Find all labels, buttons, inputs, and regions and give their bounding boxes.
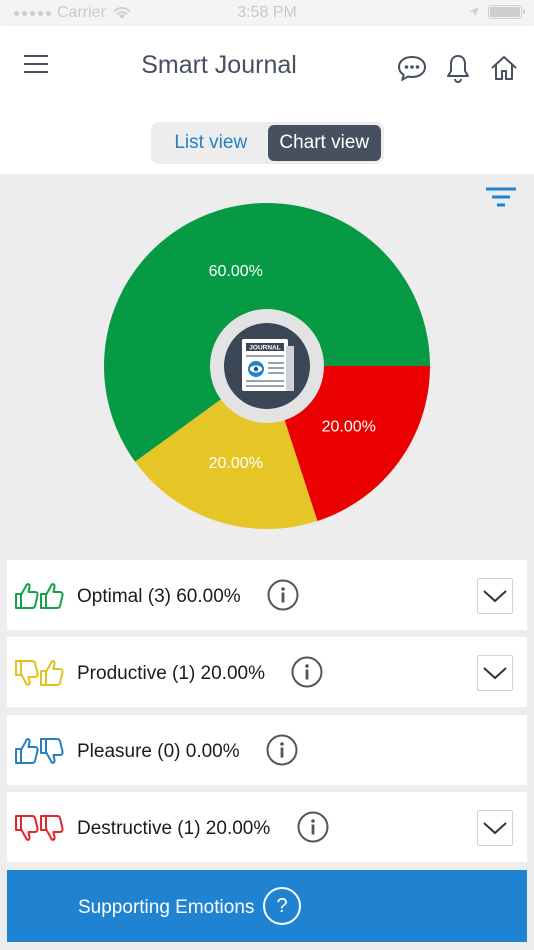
home-icon[interactable]	[488, 52, 520, 84]
list-view-tab[interactable]: List view	[174, 132, 248, 153]
chart-view-tab[interactable]: Chart view	[267, 125, 381, 161]
page-title: Smart Journal	[141, 51, 297, 79]
signal-icon	[14, 10, 51, 16]
chevron-down-icon	[483, 667, 507, 680]
location-icon	[469, 7, 479, 17]
thumbs-icon	[13, 812, 65, 844]
info-icon[interactable]	[291, 656, 323, 688]
bell-icon[interactable]	[442, 52, 474, 84]
category-row[interactable]: Destructive (1) 20.00%	[7, 792, 527, 862]
chevron-down-icon	[483, 590, 507, 603]
pie-slice-label: 20.00%	[322, 418, 376, 435]
chat-bubble-icon[interactable]	[396, 52, 428, 84]
app-header: Smart Journal	[0, 26, 534, 104]
filter-icon[interactable]	[484, 184, 518, 212]
carrier-name: Carrier	[57, 4, 106, 21]
info-icon[interactable]	[267, 579, 299, 611]
category-label: Productive (1) 20.00%	[77, 663, 265, 684]
info-icon[interactable]	[266, 734, 298, 766]
category-label: Pleasure (0) 0.00%	[77, 741, 240, 762]
pie-chart: 20.00% 20.00% 60.00% JOURNAL	[103, 202, 430, 529]
supporting-emotions-button[interactable]: Supporting Emotions ?	[7, 870, 527, 942]
svg-text:JOURNAL: JOURNAL	[249, 345, 280, 352]
status-time: 3:58 PM	[237, 4, 297, 21]
view-toggle-bar: List view Chart view	[0, 104, 534, 174]
journal-icon: JOURNAL	[210, 309, 324, 423]
thumbs-icon	[13, 735, 65, 767]
category-row[interactable]: Productive (1) 20.00%	[7, 637, 527, 707]
pie-slice-label: 20.00%	[209, 455, 263, 472]
category-label: Optimal (3) 60.00%	[77, 586, 241, 607]
help-icon[interactable]: ?	[263, 887, 301, 925]
supporting-emotions-label: Supporting Emotions	[78, 897, 255, 918]
category-label: Destructive (1) 20.00%	[77, 818, 271, 839]
view-toggle: List view Chart view	[151, 122, 384, 164]
status-bar: Carrier 3:58 PM	[0, 0, 534, 26]
expand-toggle[interactable]	[477, 655, 513, 691]
category-row[interactable]: Optimal (3) 60.00%	[7, 560, 527, 630]
expand-toggle[interactable]	[477, 810, 513, 846]
category-row[interactable]: Pleasure (0) 0.00%	[7, 715, 527, 785]
menu-icon[interactable]	[20, 50, 52, 78]
thumbs-icon	[13, 657, 65, 689]
chevron-down-icon	[483, 822, 507, 835]
battery-icon	[488, 5, 525, 19]
chart-area: 20.00% 20.00% 60.00% JOURNAL	[0, 174, 534, 560]
wifi-icon	[113, 7, 131, 19]
pie-slice-label: 60.00%	[209, 263, 263, 280]
carrier-indicator: Carrier	[14, 4, 132, 22]
info-icon[interactable]	[297, 811, 329, 843]
thumbs-icon	[13, 580, 65, 612]
expand-toggle[interactable]	[477, 578, 513, 614]
